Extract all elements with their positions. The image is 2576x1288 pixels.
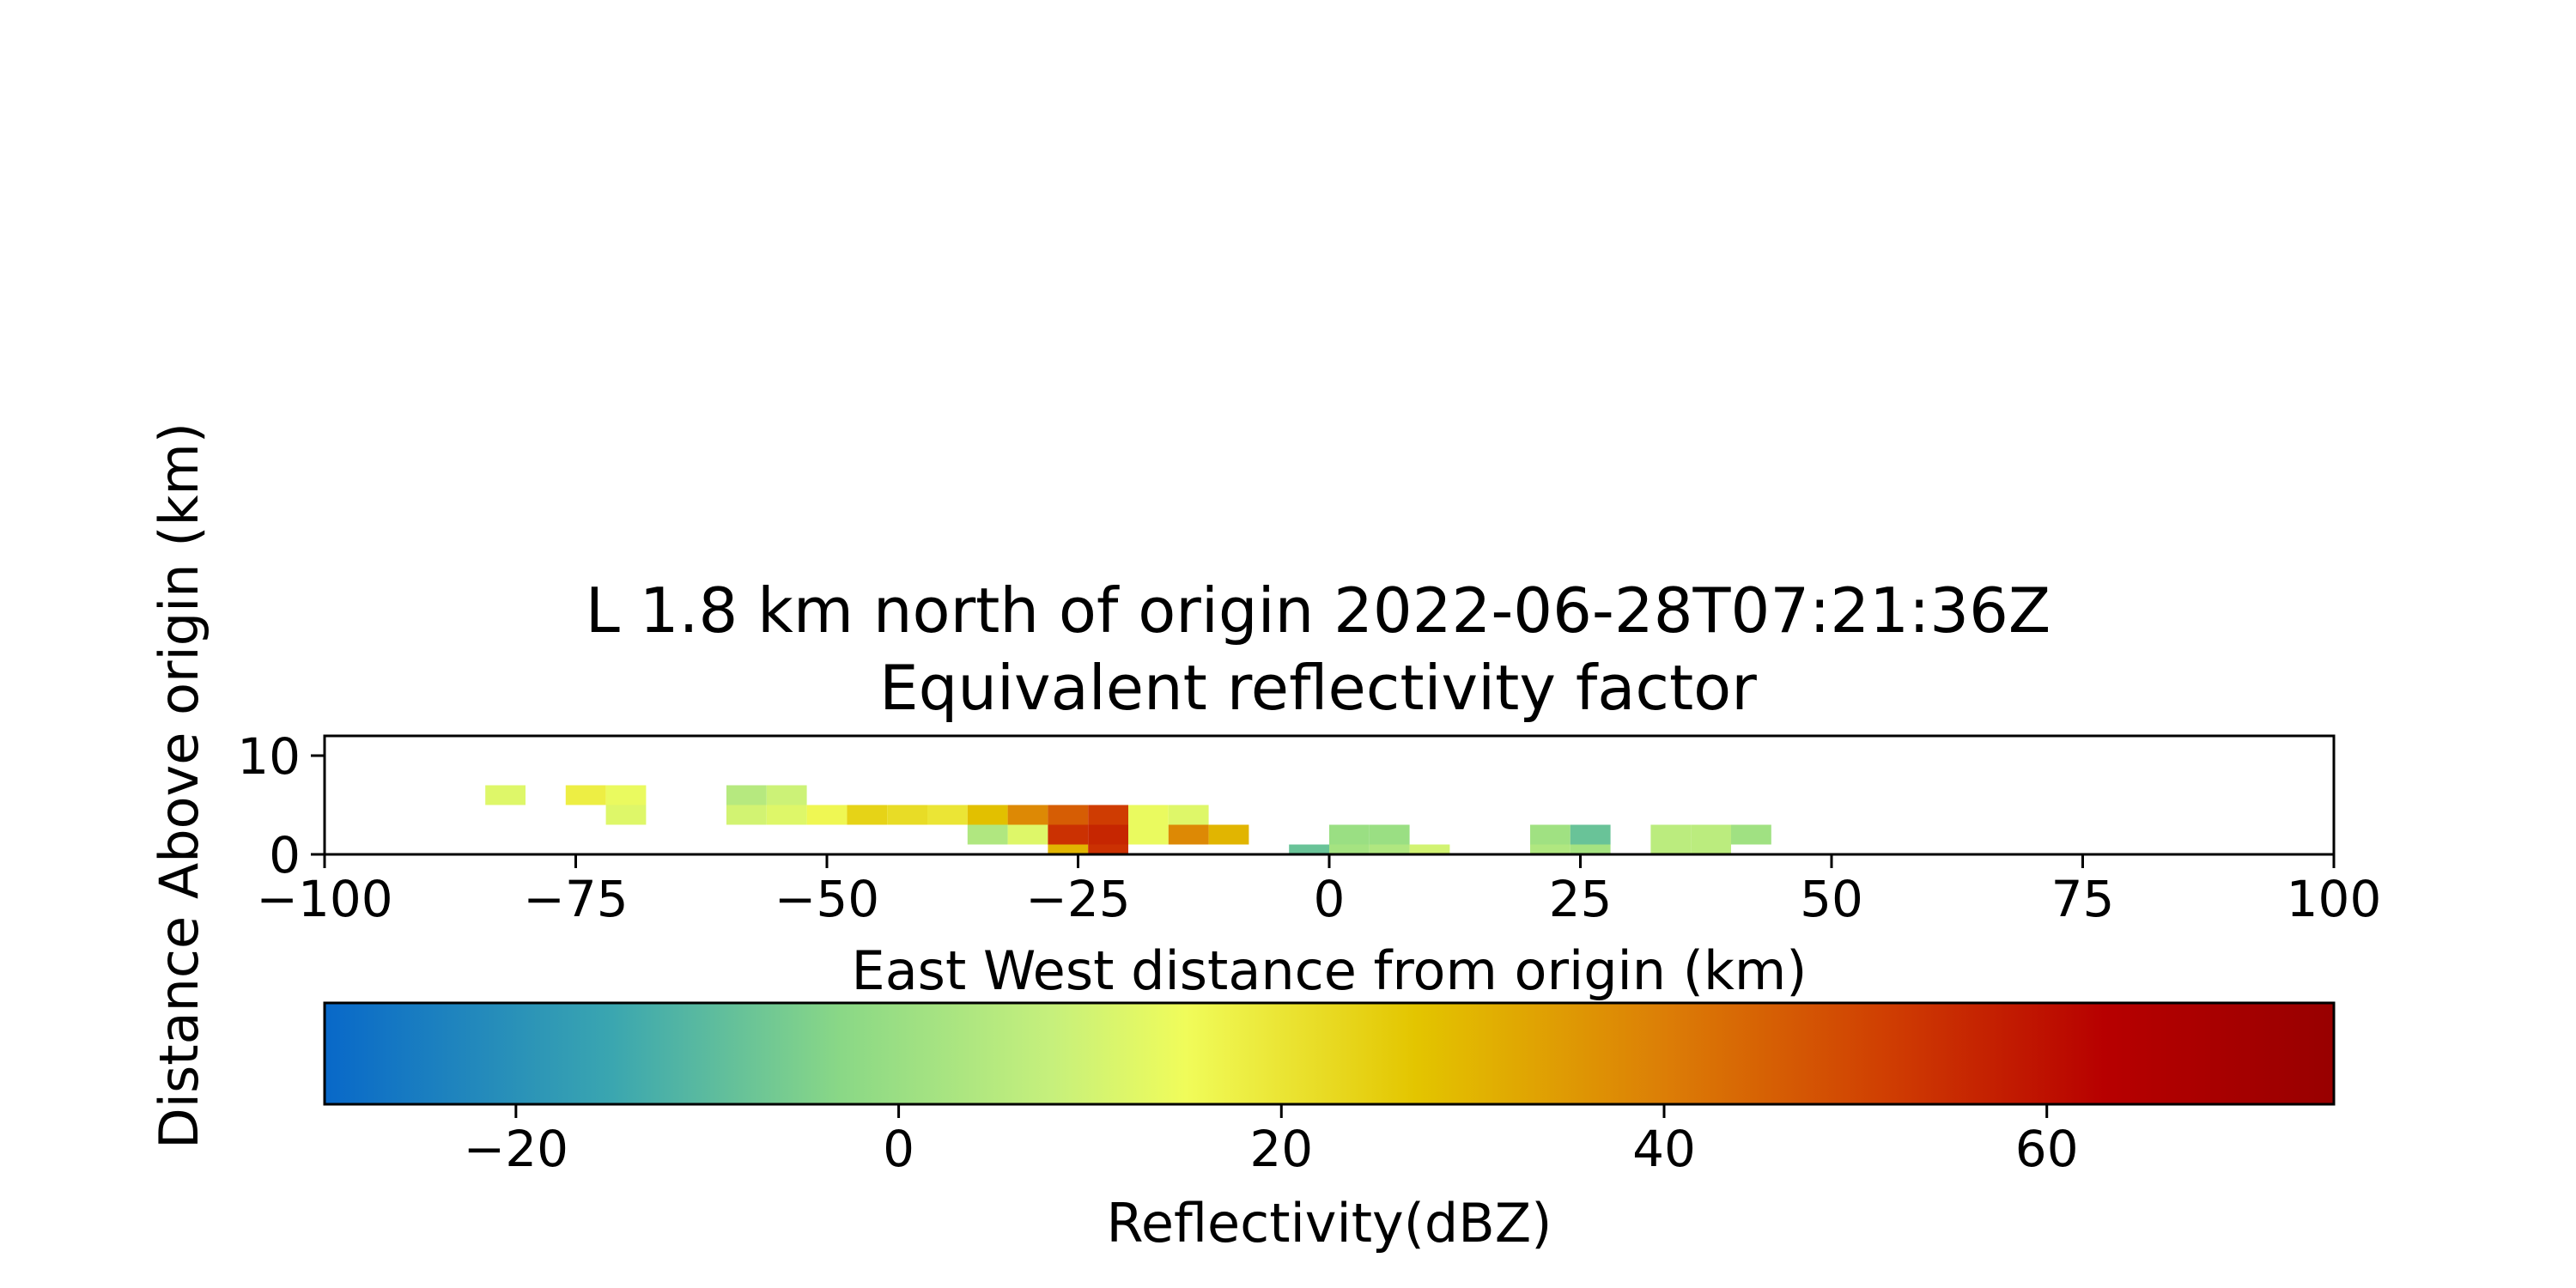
x-tick-label: 0 <box>1314 870 1346 928</box>
reflectivity-cell <box>887 805 927 825</box>
reflectivity-cell <box>1168 805 1209 825</box>
reflectivity-cell <box>1128 805 1169 825</box>
reflectivity-cell <box>967 805 1008 825</box>
reflectivity-cell <box>1208 824 1249 845</box>
reflectivity-cell <box>1570 824 1611 845</box>
reflectivity-cell <box>1168 824 1209 845</box>
colorbar-tick-label: 60 <box>2015 1120 2079 1178</box>
reflectivity-cell <box>1369 844 1410 854</box>
reflectivity-cell <box>1048 844 1089 854</box>
x-tick-label: 75 <box>2051 870 2115 928</box>
reflectivity-cell <box>485 785 526 805</box>
reflectivity-cell <box>1409 844 1450 854</box>
reflectivity-cell <box>1570 844 1611 854</box>
reflectivity-cell <box>1048 805 1089 825</box>
colorbar-tick-label: 20 <box>1249 1120 1313 1178</box>
y-tick-label: 0 <box>269 826 301 884</box>
colorbar-tick-label: 0 <box>883 1120 914 1178</box>
reflectivity-cell <box>565 785 606 805</box>
reflectivity-cell <box>766 785 807 805</box>
reflectivity-cells <box>485 785 1771 854</box>
colorbar <box>323 1001 2336 1106</box>
reflectivity-cell <box>1369 824 1410 845</box>
chart-title: L 1.8 km north of origin 2022-06-28T07:2… <box>586 574 2050 724</box>
reflectivity-cell <box>967 824 1008 845</box>
colorbar-tick-label: 40 <box>1632 1120 1696 1178</box>
reflectivity-cell <box>1048 824 1089 845</box>
colorbar-ticks: −20 0 20 40 60 <box>464 1104 2079 1178</box>
x-axis-label: East West distance from origin (km) <box>852 939 1807 1002</box>
reflectivity-cell <box>605 785 647 805</box>
x-tick-label: 100 <box>2287 870 2382 928</box>
y-tick-label: 10 <box>237 727 301 786</box>
reflectivity-cell <box>1088 824 1128 845</box>
reflectivity-cell <box>847 805 888 825</box>
reflectivity-cell <box>927 805 968 825</box>
reflectivity-cell <box>1650 824 1692 845</box>
reflectivity-cell <box>726 805 767 825</box>
reflectivity-cell <box>726 785 767 805</box>
x-tick-label: −75 <box>523 870 628 928</box>
chart-title-line-1: L 1.8 km north of origin 2022-06-28T07:2… <box>586 574 2050 647</box>
reflectivity-cell <box>1691 844 1731 854</box>
reflectivity-cell <box>1691 824 1731 845</box>
reflectivity-cell <box>1650 844 1692 854</box>
x-tick-label: 50 <box>1800 870 1863 928</box>
x-tick-label: −100 <box>256 870 392 928</box>
reflectivity-cell <box>1088 844 1128 854</box>
reflectivity-cell <box>1329 844 1370 854</box>
reflectivity-cell <box>1007 824 1048 845</box>
reflectivity-cell <box>806 805 848 825</box>
reflectivity-cell <box>1128 824 1169 845</box>
reflectivity-cell <box>1530 824 1571 845</box>
reflectivity-cell <box>605 805 647 825</box>
reflectivity-cell <box>1289 844 1329 854</box>
x-tick-label: 25 <box>1549 870 1613 928</box>
reflectivity-cell <box>766 805 807 825</box>
x-tick-label: −25 <box>1025 870 1130 928</box>
x-axis-ticks: −100 −75 −50 −25 0 25 50 75 100 <box>256 854 2381 928</box>
colorbar-tick-label: −20 <box>464 1120 568 1178</box>
reflectivity-cell <box>1731 824 1771 845</box>
y-axis-ticks: 0 10 <box>237 727 325 884</box>
y-axis-label: Distance Above origin (km) <box>148 422 210 1149</box>
reflectivity-cell <box>1530 844 1571 854</box>
x-tick-label: −50 <box>775 870 879 928</box>
reflectivity-cell <box>1088 805 1128 825</box>
chart-title-line-2: Equivalent reflectivity factor <box>879 652 1757 724</box>
reflectivity-cell <box>1329 824 1370 845</box>
colorbar-label: Reflectivity(dBZ) <box>1107 1192 1552 1255</box>
reflectivity-cell <box>1007 805 1048 825</box>
